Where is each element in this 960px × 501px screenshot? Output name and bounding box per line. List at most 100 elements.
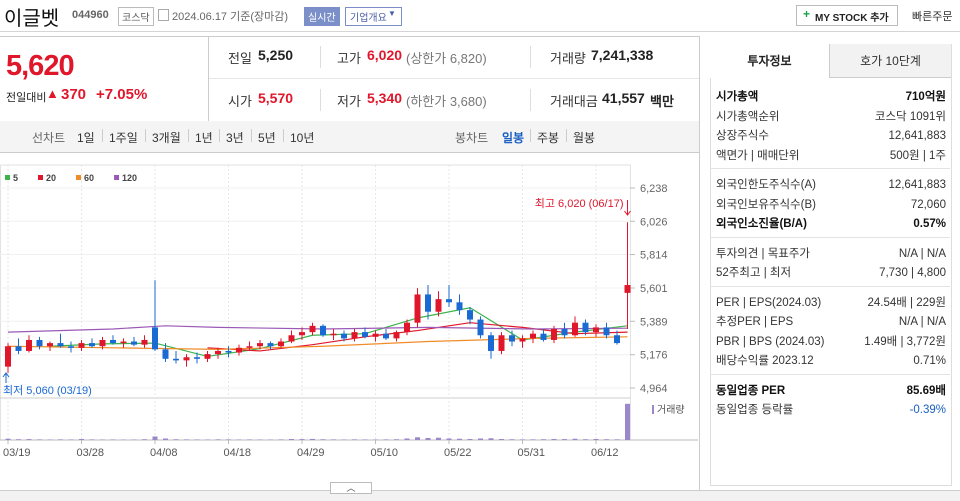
info-value: 0.71%: [913, 352, 946, 371]
volume-bar: [342, 440, 347, 441]
market-badge: 코스닥: [118, 7, 154, 26]
period-tab[interactable]: 1일: [77, 129, 95, 146]
candle-body: [520, 338, 526, 341]
summary-label: 고가: [337, 48, 361, 67]
realtime-badge[interactable]: 실시간: [304, 7, 340, 26]
section-divider: [710, 237, 950, 238]
volume-bar: [58, 439, 63, 440]
candle-body: [562, 329, 568, 335]
period-tab[interactable]: 일봉: [502, 129, 524, 146]
candle-body: [184, 357, 190, 360]
info-value: 12,641,883: [888, 176, 946, 195]
info-value: -0.39%: [910, 401, 946, 420]
dropdown-arrow: ▼: [388, 9, 396, 18]
info-row: 투자의견 | 목표주가 N/A | N/A: [716, 245, 946, 264]
quick-order[interactable]: 빠른주문: [912, 8, 952, 24]
candle-body: [257, 343, 263, 346]
info-label: PER | EPS(2024.03): [716, 294, 821, 313]
candle-body: [58, 343, 64, 346]
volume-bar: [541, 439, 546, 440]
candle-body: [320, 326, 326, 335]
summary-note: (하한가 3,680): [406, 91, 487, 110]
volume-bar: [132, 440, 137, 441]
info-label: 시가총액순위: [716, 108, 779, 127]
tab-separator: [102, 129, 103, 142]
volume-bar: [90, 439, 95, 440]
volume-legend-swatch: [652, 405, 654, 414]
y-tick-label: 6,026: [640, 216, 668, 228]
period-tab[interactable]: 3개월: [152, 129, 181, 146]
period-tab[interactable]: 주봉: [537, 129, 559, 146]
candle-body: [593, 327, 599, 332]
candle-body: [394, 332, 400, 338]
x-tick-label: 04/18: [224, 447, 252, 459]
volume-bar: [331, 439, 336, 440]
summary-value: 7,241,338: [591, 47, 653, 63]
info-label: 동일업종 PER: [716, 382, 785, 401]
candle-body: [362, 332, 368, 337]
divider: [320, 46, 321, 68]
volume-bar: [426, 438, 431, 440]
chart: 6,2386,0265,8145,6015,3895,1764,96403/19…: [0, 152, 700, 490]
candle-body: [341, 334, 347, 339]
info-label: 시가총액: [716, 88, 758, 107]
candle-body: [373, 334, 379, 337]
volume-bar: [478, 439, 483, 441]
volume-bar: [142, 439, 147, 440]
invest-tab[interactable]: 호가 10단계: [830, 44, 951, 78]
period-tab[interactable]: 10년: [290, 129, 314, 146]
legend-label: 60: [84, 173, 94, 183]
period-tab[interactable]: 3년: [226, 129, 244, 146]
candle-body: [16, 346, 22, 351]
volume-bar: [594, 439, 599, 440]
invest-tab-active[interactable]: 투자정보: [710, 44, 830, 78]
y-tick-label: 5,601: [640, 283, 668, 295]
info-label: 투자의견 | 목표주가: [716, 245, 810, 264]
volume-bar: [520, 439, 525, 440]
candle-body: [89, 343, 95, 346]
period-tab[interactable]: 월봉: [573, 129, 595, 146]
candle-body: [404, 323, 410, 332]
candle-body: [205, 354, 211, 359]
volume-bar: [489, 438, 494, 440]
summary-label: 저가: [337, 91, 361, 110]
legend-label: 5: [13, 173, 18, 183]
period-tab[interactable]: 5년: [258, 129, 276, 146]
candle-body: [415, 294, 421, 322]
legend-label: 120: [122, 173, 137, 183]
candle-body: [278, 342, 284, 347]
volume-bar: [111, 439, 116, 440]
volume-bar: [258, 440, 263, 441]
volume-bar: [174, 439, 179, 440]
info-label: PBR | BPS (2024.03): [716, 333, 824, 352]
candle-body: [268, 343, 274, 346]
info-value: N/A | N/A: [899, 245, 946, 264]
collapse-button[interactable]: ︿: [330, 482, 372, 494]
x-tick-label: 05/10: [371, 447, 399, 459]
x-tick-label: 04/29: [297, 447, 325, 459]
period-tab[interactable]: 1주일: [109, 129, 138, 146]
candle-body: [236, 348, 242, 353]
change-rate: +7.05%: [96, 86, 147, 103]
volume-bar: [499, 439, 504, 440]
candle-body: [289, 335, 295, 341]
y-tick-label: 4,964: [640, 383, 668, 395]
stock-code: 044960: [72, 9, 109, 21]
candle-body: [121, 342, 127, 344]
candle-body: [478, 320, 484, 336]
candle-body: [226, 351, 232, 353]
x-tick-label: 05/22: [444, 447, 472, 459]
stock-name: 이글벳: [4, 2, 59, 31]
info-value: 85.69배: [907, 382, 946, 401]
y-tick-label: 5,176: [640, 350, 668, 362]
volume-label: 거래량: [657, 404, 685, 416]
volume-bar: [352, 439, 357, 440]
summary-value: 5,250: [258, 47, 293, 63]
period-tab[interactable]: 1년: [195, 129, 213, 146]
volume-bar: [468, 439, 473, 440]
tab-label: 봉차트: [455, 129, 488, 146]
